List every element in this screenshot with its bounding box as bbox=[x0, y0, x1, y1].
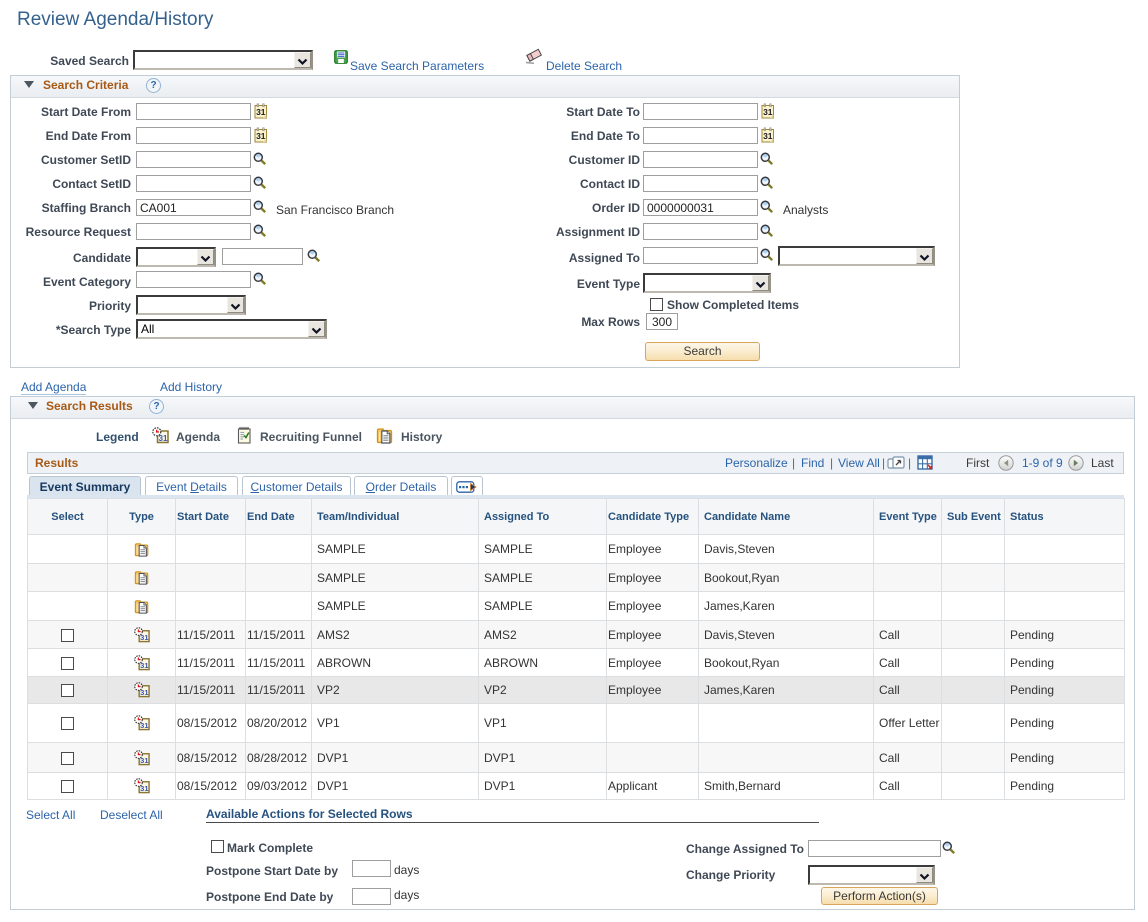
svg-text:31: 31 bbox=[140, 755, 148, 764]
svg-text:31: 31 bbox=[159, 434, 168, 443]
svg-text:31: 31 bbox=[763, 107, 773, 117]
svg-text:31: 31 bbox=[763, 131, 773, 141]
svg-text:31: 31 bbox=[140, 660, 148, 669]
svg-text:31: 31 bbox=[256, 131, 266, 141]
svg-text:31: 31 bbox=[140, 784, 148, 793]
svg-text:31: 31 bbox=[140, 721, 148, 730]
svg-text:31: 31 bbox=[140, 632, 148, 641]
svg-text:31: 31 bbox=[140, 688, 148, 697]
svg-text:31: 31 bbox=[256, 107, 266, 117]
